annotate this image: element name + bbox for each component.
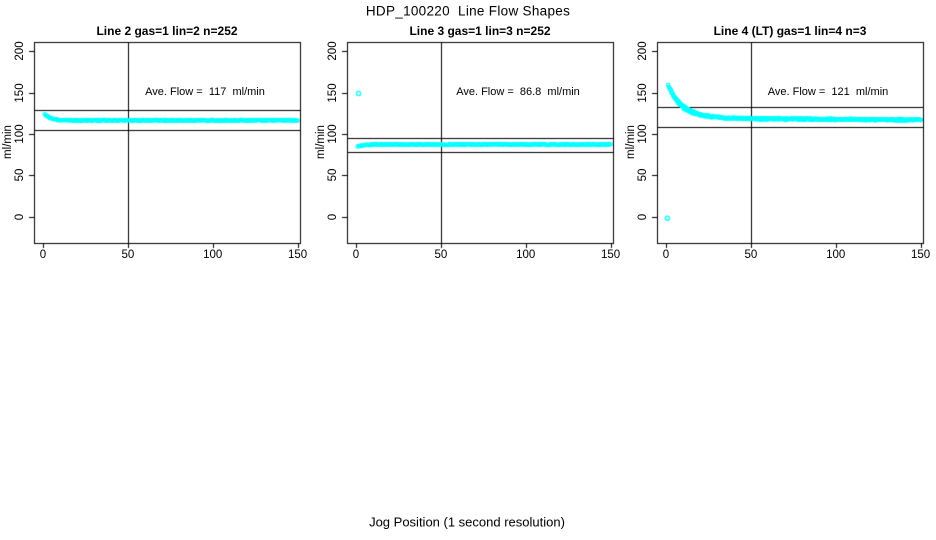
x-tick-label: 150 (910, 249, 931, 261)
panel-title: Line 2 gas=1 lin=2 n=252 (96, 24, 238, 38)
figure-title: HDP_100220 Line Flow Shapes (365, 3, 571, 19)
y-axis-label: ml/min (2, 125, 14, 159)
y-tick-label: 150 (14, 83, 26, 103)
ave-flow-annotation: Ave. Flow = 86.8 ml/min (456, 86, 580, 98)
y-tick-label: 150 (327, 83, 339, 103)
x-axis-label: Jog Position (1 second resolution) (369, 514, 565, 530)
y-tick-label: 0 (14, 213, 26, 220)
y-tick-label: 150 (637, 83, 649, 103)
y-tick-label: 0 (327, 213, 339, 220)
y-axis-label: ml/min (315, 125, 327, 159)
x-tick-label: 150 (600, 249, 621, 261)
y-tick-label: 100 (637, 124, 649, 144)
y-tick-label: 0 (637, 213, 649, 220)
x-tick-label: 50 (744, 249, 758, 261)
y-tick-label: 200 (14, 41, 26, 61)
panel-title: Line 4 (LT) gas=1 lin=4 n=3 (713, 24, 867, 38)
panel-title: Line 3 gas=1 lin=3 n=252 (409, 24, 551, 38)
x-tick-label: 0 (39, 249, 47, 261)
y-tick-label: 200 (327, 41, 339, 61)
x-tick-label: 50 (121, 249, 135, 261)
x-tick-label: 0 (662, 249, 670, 261)
x-tick-label: 150 (287, 249, 308, 261)
y-tick-label: 200 (637, 41, 649, 61)
y-tick-label: 100 (327, 124, 339, 144)
y-tick-label: 50 (637, 168, 649, 182)
y-tick-label: 50 (14, 168, 26, 182)
x-tick-label: 0 (352, 249, 360, 261)
y-axis-label: ml/min (625, 125, 637, 159)
y-tick-label: 100 (14, 124, 26, 144)
x-tick-label: 100 (826, 249, 846, 261)
y-tick-label: 50 (327, 168, 339, 182)
x-tick-label: 50 (434, 249, 448, 261)
x-tick-label: 100 (516, 249, 536, 261)
ave-flow-annotation: Ave. Flow = 117 ml/min (145, 86, 265, 98)
ave-flow-annotation: Ave. Flow = 121 ml/min (767, 86, 889, 98)
x-tick-label: 100 (203, 249, 223, 261)
